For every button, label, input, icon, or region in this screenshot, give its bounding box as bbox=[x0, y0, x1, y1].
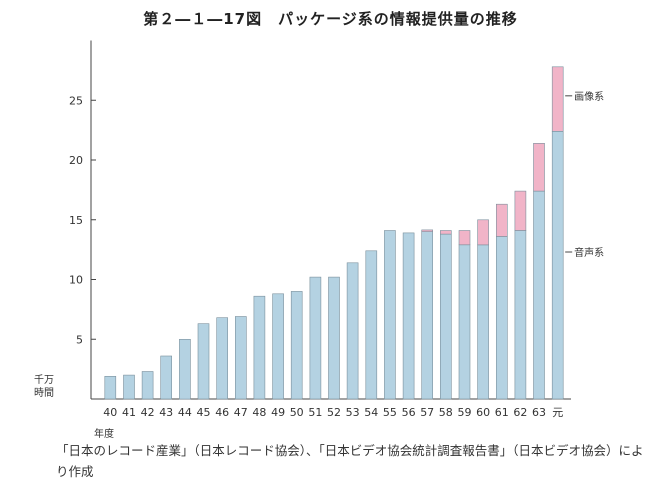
bar-audio bbox=[365, 250, 378, 400]
y-tick-label: 25 bbox=[69, 94, 83, 107]
x-tick-label: 46 bbox=[215, 406, 229, 419]
bar-video bbox=[477, 219, 489, 246]
bar-audio bbox=[179, 338, 191, 400]
figure-title: 第２―１―17図 パッケージ系の情報提供量の推移 bbox=[143, 10, 518, 28]
bar-video bbox=[421, 229, 434, 232]
y-tick-label: 15 bbox=[69, 214, 83, 227]
x-tick-label: 53 bbox=[346, 406, 360, 419]
x-axis-title: 年度 bbox=[94, 427, 114, 440]
bar-audio bbox=[235, 316, 247, 400]
x-tick-label: 55 bbox=[383, 406, 397, 419]
bar-audio bbox=[384, 230, 396, 400]
x-tick-label: 43 bbox=[159, 406, 173, 419]
bar-audio bbox=[495, 236, 508, 400]
bar-audio bbox=[421, 231, 434, 400]
bar-audio bbox=[290, 291, 303, 400]
x-tick-label: 41 bbox=[122, 406, 136, 419]
stacked-bar-chart: 40 41 42 43 44 45 46 47 48 49 50 51 52 53 54 55 56 57 58 59… bbox=[34, 40, 604, 440]
bar-audio bbox=[272, 293, 284, 400]
x-tick-label: 59 bbox=[458, 406, 472, 419]
y-axis-unit-label: 千万 bbox=[34, 374, 54, 386]
bar-video bbox=[533, 143, 545, 192]
bar-audio bbox=[160, 355, 172, 400]
x-tick-label: 54 bbox=[364, 406, 378, 419]
x-tick-label: 62 bbox=[513, 406, 527, 419]
y-tick-label: 5 bbox=[76, 333, 83, 346]
bar-video bbox=[458, 230, 471, 246]
bar-audio bbox=[477, 244, 489, 400]
bar-video bbox=[551, 66, 564, 132]
x-tick-label: 48 bbox=[252, 406, 266, 419]
bar-audio bbox=[346, 262, 359, 400]
x-tick-label: 56 bbox=[402, 406, 416, 419]
bar-audio bbox=[253, 295, 266, 400]
bar-audio bbox=[328, 276, 340, 400]
x-tick-label: 61 bbox=[495, 406, 509, 419]
bar-audio bbox=[533, 190, 545, 400]
source-note: 「日本のレコード産業」（日本レコード協会）、「日本ビデオ協会統計調査報告書」（日… bbox=[56, 443, 644, 479]
bar-video bbox=[495, 203, 508, 237]
x-tick-label: 50 bbox=[290, 406, 304, 419]
bar-audio bbox=[141, 371, 154, 400]
x-tick-label: 47 bbox=[234, 406, 248, 419]
bar-audio bbox=[458, 244, 471, 400]
bar-video bbox=[514, 190, 527, 231]
x-tick-label: 58 bbox=[439, 406, 453, 419]
bar-audio bbox=[439, 233, 452, 400]
x-tick-label: 63 bbox=[532, 406, 546, 419]
x-tick-label: 51 bbox=[308, 406, 322, 419]
bar-video bbox=[439, 230, 452, 235]
x-tick-label: 45 bbox=[197, 406, 211, 419]
x-tick-label: 40 bbox=[103, 406, 117, 419]
bar-audio bbox=[551, 131, 564, 400]
x-tick-label: 52 bbox=[327, 406, 341, 419]
x-tick-labels: 40 41 42 43 44 45 46 47 48 49 50 51 52 53 54 55 56 57 58 59… bbox=[94, 406, 563, 440]
x-tick-label: 49 bbox=[271, 406, 285, 419]
legend-label-video: 画像系 bbox=[574, 91, 604, 103]
x-tick-label: 42 bbox=[141, 406, 155, 419]
x-tick-label: 60 bbox=[476, 406, 490, 419]
bar-audio bbox=[104, 375, 117, 400]
y-tick-label: 20 bbox=[69, 154, 83, 167]
legend-label-audio: 音声系 bbox=[574, 246, 604, 259]
y-tick-label: 10 bbox=[69, 274, 83, 287]
x-tick-label: 57 bbox=[420, 406, 434, 419]
bar-audio bbox=[123, 374, 135, 400]
bar-audio bbox=[402, 232, 415, 400]
bar-audio bbox=[216, 317, 228, 400]
chart-bars bbox=[104, 66, 564, 400]
bar-audio bbox=[309, 276, 322, 400]
x-tick-label: 元 bbox=[552, 406, 563, 419]
x-tick-label: 44 bbox=[178, 406, 192, 419]
y-axis-unit-label: 時間 bbox=[34, 387, 54, 399]
bar-audio bbox=[197, 323, 210, 400]
bar-audio bbox=[514, 230, 527, 400]
